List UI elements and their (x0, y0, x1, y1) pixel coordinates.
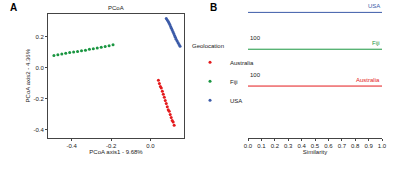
svg-text:PCoA axis1 - 9.68%: PCoA axis1 - 9.68% (89, 149, 143, 155)
svg-text:0.1: 0.1 (257, 143, 266, 149)
svg-text:0.8: 0.8 (351, 143, 360, 149)
svg-text:USA: USA (368, 3, 380, 9)
svg-text:-0.4: -0.4 (33, 127, 44, 133)
svg-text:0.4: 0.4 (297, 143, 306, 149)
svg-text:Geolocation: Geolocation (192, 43, 224, 49)
svg-text:0.9: 0.9 (364, 143, 373, 149)
svg-text:0.2: 0.2 (271, 143, 280, 149)
svg-text:-0.2: -0.2 (106, 143, 117, 149)
svg-text:1.0: 1.0 (378, 143, 387, 149)
svg-text:0.0: 0.0 (35, 65, 44, 71)
svg-text:USA: USA (230, 98, 242, 104)
svg-text:0.7: 0.7 (338, 143, 347, 149)
svg-text:-0.2: -0.2 (33, 96, 44, 102)
svg-text:0.0: 0.0 (244, 143, 253, 149)
svg-text:0.5: 0.5 (311, 143, 320, 149)
svg-text:PCoA: PCoA (108, 5, 124, 11)
svg-text:100: 100 (250, 72, 261, 78)
svg-text:Australia: Australia (356, 77, 380, 83)
svg-text:Fiji: Fiji (230, 79, 238, 85)
svg-text:100: 100 (250, 35, 261, 41)
svg-text:B: B (210, 2, 217, 13)
svg-text:Similarity: Similarity (303, 149, 327, 155)
svg-text:Fiji: Fiji (372, 40, 380, 46)
svg-text:0.0: 0.0 (146, 143, 155, 149)
svg-text:PCoA axis2 - 4.36%: PCoA axis2 - 4.36% (25, 48, 31, 102)
svg-text:Australia: Australia (230, 60, 254, 66)
svg-text:-0.4: -0.4 (66, 143, 77, 149)
svg-text:A: A (10, 2, 17, 13)
svg-text:0.6: 0.6 (324, 143, 333, 149)
svg-text:0.3: 0.3 (284, 143, 293, 149)
svg-text:0.2: 0.2 (35, 34, 44, 40)
